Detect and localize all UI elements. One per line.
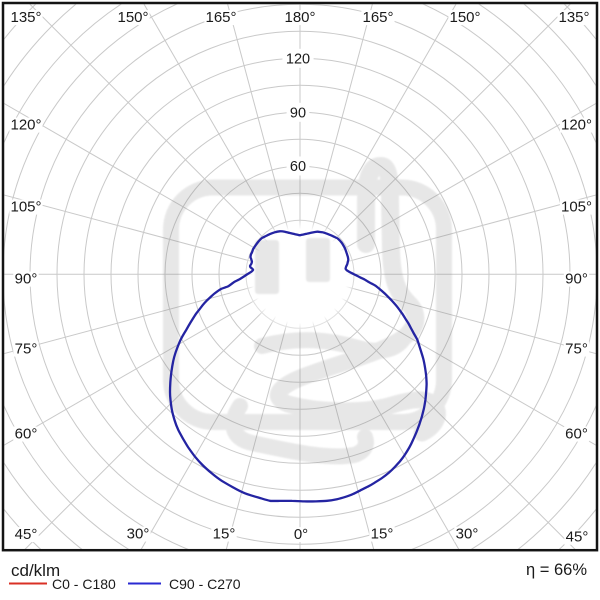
svg-text:105°: 105° — [10, 198, 41, 215]
svg-text:165°: 165° — [205, 9, 236, 26]
svg-text:75°: 75° — [565, 340, 588, 357]
svg-text:105°: 105° — [561, 198, 592, 215]
svg-text:15°: 15° — [371, 525, 394, 542]
svg-text:90°: 90° — [15, 270, 38, 287]
svg-text:45°: 45° — [15, 526, 38, 543]
svg-text:120°: 120° — [10, 116, 41, 133]
svg-text:150°: 150° — [117, 9, 148, 26]
svg-text:135°: 135° — [10, 9, 41, 26]
svg-text:120°: 120° — [561, 116, 592, 133]
svg-text:15°: 15° — [213, 525, 236, 542]
svg-text:60°: 60° — [15, 425, 38, 442]
svg-text:60°: 60° — [565, 425, 588, 442]
svg-text:135°: 135° — [558, 9, 589, 26]
svg-text:75°: 75° — [15, 340, 38, 357]
svg-text:30°: 30° — [456, 525, 479, 542]
svg-text:η = 66%: η = 66% — [526, 561, 587, 579]
svg-text:150°: 150° — [449, 9, 480, 26]
svg-text:45°: 45° — [566, 529, 589, 546]
svg-text:0°: 0° — [294, 526, 308, 543]
svg-text:90: 90 — [290, 106, 306, 122]
svg-text:C90 - C270: C90 - C270 — [169, 576, 241, 592]
svg-text:60: 60 — [290, 159, 306, 175]
svg-text:cd/klm: cd/klm — [11, 561, 60, 580]
svg-text:120: 120 — [286, 52, 310, 68]
svg-text:165°: 165° — [362, 9, 393, 26]
svg-text:90°: 90° — [565, 270, 588, 287]
svg-text:30°: 30° — [127, 525, 150, 542]
svg-text:C0 - C180: C0 - C180 — [52, 576, 116, 592]
svg-text:180°: 180° — [284, 9, 315, 26]
